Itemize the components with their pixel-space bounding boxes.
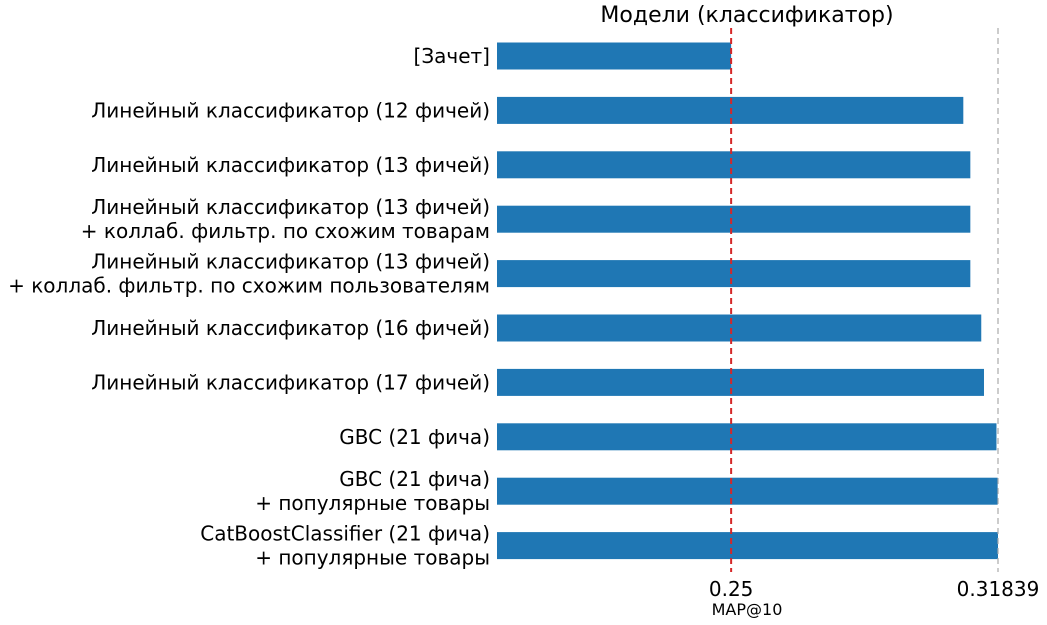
x-axis-ticks: 0.25 0.31839 <box>709 577 1039 601</box>
bars-layer <box>497 42 998 560</box>
x-tick-label: 0.25 <box>709 577 754 601</box>
category-label: + популярные товары <box>255 491 490 515</box>
bar <box>497 205 971 233</box>
x-tick-label: 0.31839 <box>957 577 1040 601</box>
category-label: CatBoostClassifier (21 фича) <box>200 522 490 546</box>
x-axis-label: MAP@10 <box>712 600 783 619</box>
category-label: Линейный классификатор (12 фичей) <box>91 98 490 122</box>
category-label: Линейный классификатор (13 фичей) <box>91 195 490 219</box>
category-label: Линейный классификатор (17 фичей) <box>91 370 490 394</box>
bar <box>497 260 971 288</box>
category-label: Линейный классификатор (16 фичей) <box>91 316 490 340</box>
category-label: + коллаб. фильтр. по схожим товарам <box>81 219 490 243</box>
bar <box>497 532 998 560</box>
reference-lines <box>730 28 999 572</box>
bar <box>497 314 982 342</box>
category-label: + коллаб. фильтр. по схожим пользователя… <box>8 274 490 298</box>
category-label: GBC (21 фича) <box>339 425 490 449</box>
category-label: GBC (21 фича) <box>339 467 490 491</box>
category-label: Линейный классификатор (13 фичей) <box>91 250 490 274</box>
category-label: [Зачет] <box>414 44 490 68</box>
category-labels: [Зачет] Линейный классификатор (12 фичей)… <box>8 44 490 570</box>
bar <box>497 42 732 70</box>
bar <box>497 477 998 505</box>
chart-title: Модели (классификатор) <box>600 3 893 28</box>
bar <box>497 151 971 179</box>
category-label: Линейный классификатор (13 фичей) <box>91 153 490 177</box>
category-label: + популярные товары <box>255 546 490 570</box>
bar <box>497 423 997 451</box>
bar <box>497 368 984 396</box>
